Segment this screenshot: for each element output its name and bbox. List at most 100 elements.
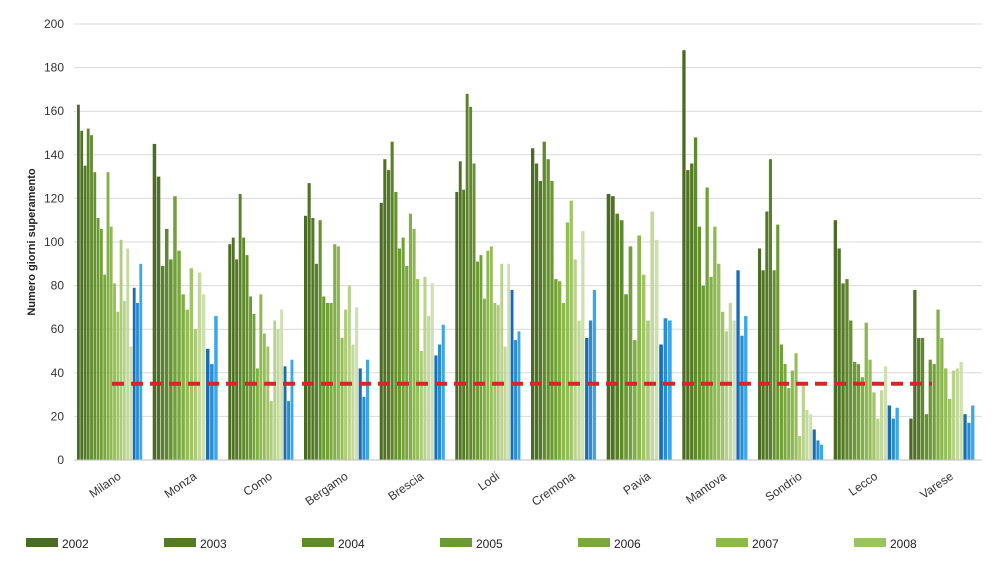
bar: [252, 313, 256, 460]
legend-label: 2008: [890, 537, 917, 551]
bar: [156, 176, 161, 460]
bar: [697, 226, 702, 460]
bar: [837, 248, 841, 460]
bar: [269, 401, 273, 460]
bar: [276, 329, 280, 460]
bar: [507, 263, 511, 460]
bar: [768, 159, 772, 460]
bar: [173, 196, 177, 460]
bar: [913, 290, 917, 460]
bar: [967, 422, 971, 460]
bar: [165, 228, 169, 460]
bar: [430, 283, 434, 460]
bar: [438, 344, 442, 460]
bar: [709, 276, 713, 460]
bar: [721, 311, 725, 460]
bar: [280, 309, 284, 460]
bar: [740, 335, 744, 460]
bar: [951, 370, 956, 460]
bar: [659, 344, 663, 460]
bar: [355, 307, 359, 460]
y-tick-label: 60: [51, 322, 65, 336]
bar: [705, 187, 709, 460]
bar: [944, 368, 948, 460]
bar: [546, 159, 550, 460]
category-label: Mantova: [683, 469, 729, 507]
y-tick-label: 140: [44, 148, 64, 162]
bar: [83, 165, 87, 460]
bar: [776, 224, 780, 460]
bar: [126, 248, 130, 460]
y-tick-label: 80: [51, 279, 65, 293]
bar: [304, 215, 308, 460]
category-labels: Milano Monza Como Bergamo Brescia Lodi Cremona…: [87, 469, 957, 509]
bar: [109, 226, 113, 460]
bar: [779, 344, 783, 460]
bar: [790, 370, 794, 460]
bar: [971, 405, 975, 460]
bar: [585, 337, 589, 460]
bar: [895, 407, 899, 460]
bar: [325, 303, 329, 460]
bar: [214, 316, 218, 460]
bar: [569, 200, 573, 460]
bar: [397, 248, 401, 460]
bar: [383, 159, 387, 460]
bar: [238, 194, 242, 460]
bar: [434, 355, 438, 460]
bar: [476, 261, 479, 460]
bar: [887, 405, 891, 460]
bar: [262, 333, 266, 460]
legend-label: 2007: [752, 537, 779, 551]
bar: [193, 329, 198, 460]
bars: [77, 50, 975, 461]
bar: [318, 220, 322, 460]
bar: [641, 274, 646, 460]
legend-swatch: [440, 538, 472, 547]
bar: [139, 263, 143, 460]
bar: [152, 143, 157, 460]
bar: [123, 300, 126, 460]
bar: [637, 235, 641, 460]
bar: [686, 170, 690, 460]
legend-swatch: [26, 538, 58, 547]
bar: [116, 311, 120, 460]
bar: [256, 368, 259, 460]
bar: [713, 226, 717, 460]
category-label: Milano: [87, 469, 124, 501]
bar: [959, 361, 963, 460]
bar: [845, 279, 849, 460]
bar: [486, 250, 490, 460]
bar: [465, 93, 469, 461]
bar: [259, 294, 263, 460]
bar: [351, 344, 355, 460]
bar: [783, 364, 787, 460]
bar: [917, 337, 921, 460]
bar: [177, 250, 181, 460]
bar: [724, 331, 729, 460]
bar: [744, 316, 748, 460]
bar: [758, 248, 762, 460]
bar: [362, 396, 366, 460]
bar: [469, 106, 473, 461]
bar: [693, 137, 698, 460]
bar: [245, 255, 249, 460]
bar: [809, 414, 813, 460]
bar: [169, 259, 173, 460]
legend: 2002 2003 2004 2005 2006 2007 2008: [26, 537, 917, 551]
bar: [493, 303, 497, 460]
bar: [366, 359, 370, 460]
bar: [936, 309, 940, 460]
bar: [517, 331, 521, 460]
bar: [615, 213, 620, 460]
bar: [333, 244, 337, 460]
legend-swatch: [302, 538, 334, 547]
bar: [405, 266, 409, 460]
y-tick-label: 120: [44, 191, 64, 205]
bar: [577, 320, 581, 460]
category-label: Lecco: [846, 469, 881, 499]
y-tick-label: 160: [44, 104, 64, 118]
bar: [940, 337, 944, 460]
bar: [728, 303, 732, 460]
bar: [201, 294, 206, 460]
